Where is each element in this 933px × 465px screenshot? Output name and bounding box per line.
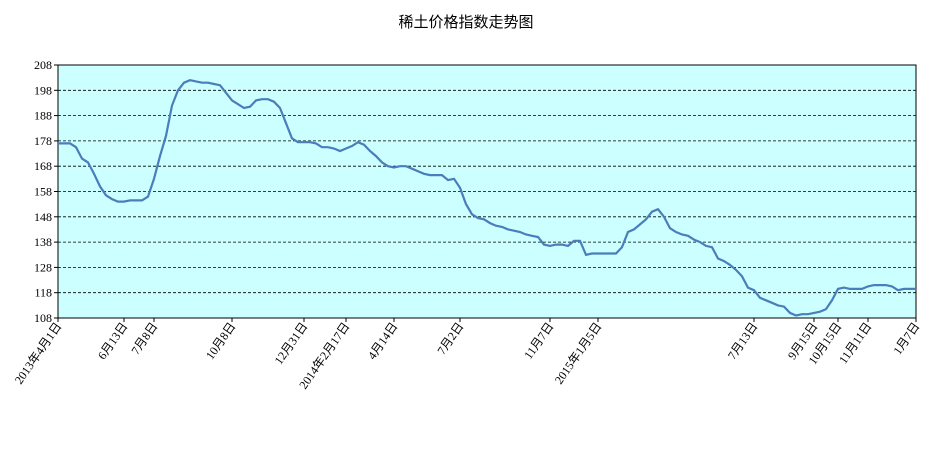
x-tick-label: 7月2日 <box>434 320 466 358</box>
x-tick-label: 2015年1月5日 <box>552 320 605 387</box>
y-tick-label: 198 <box>34 83 52 97</box>
x-tick-label: 11月7日 <box>521 320 556 362</box>
y-tick-label: 178 <box>34 134 52 148</box>
x-tick-label: 1月7日 <box>890 320 922 358</box>
y-tick-label: 108 <box>34 311 52 325</box>
y-tick-label: 208 <box>34 58 52 72</box>
x-tick-label: 7月8日 <box>128 320 160 358</box>
y-tick-label: 138 <box>34 235 52 249</box>
y-tick-label: 148 <box>34 210 52 224</box>
line-series <box>58 79 916 317</box>
x-tick-label: 6月13日 <box>95 320 131 362</box>
plot-border <box>57 64 917 319</box>
y-tick-label: 128 <box>34 260 52 274</box>
x-tick-label: 10月8日 <box>203 320 239 362</box>
x-tick-label: 2013年4月1日 <box>12 320 65 387</box>
y-tick-label: 168 <box>34 159 52 173</box>
chart-title: 稀土价格指数走势图 <box>398 13 533 31</box>
y-tick-label: 188 <box>34 109 52 123</box>
x-tick-label: 7月13日 <box>725 320 761 362</box>
plot-area <box>58 65 916 318</box>
y-tick-label: 118 <box>34 286 52 300</box>
y-tick-label: 158 <box>34 185 52 199</box>
x-tick-label: 12月31日 <box>271 320 310 367</box>
x-tick-label: 4月14日 <box>365 320 401 362</box>
